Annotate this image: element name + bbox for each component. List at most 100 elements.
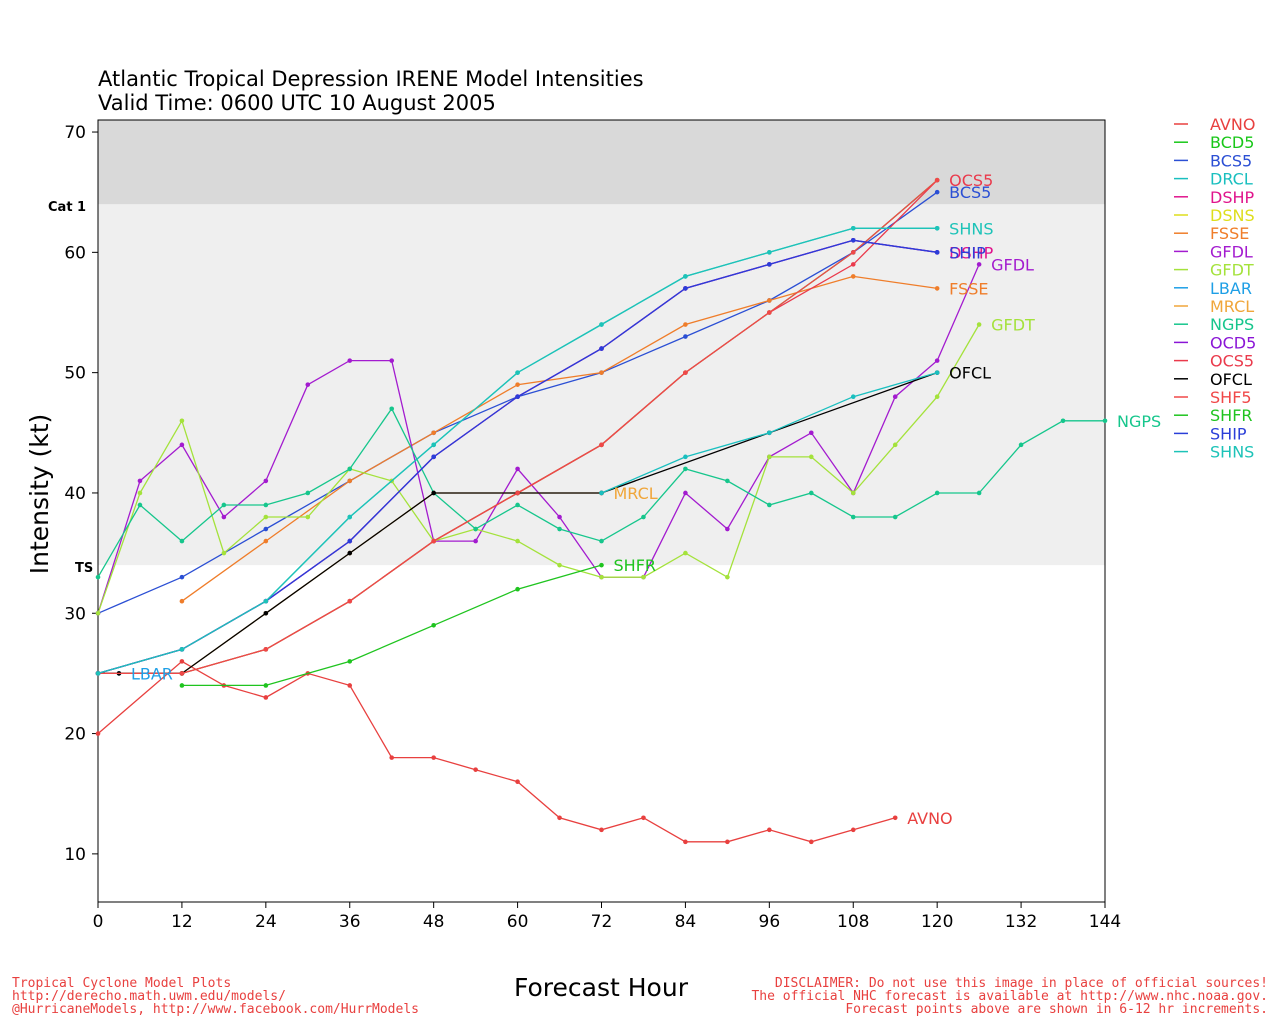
series-gfdt-point [641,574,646,580]
x-tick-label: 24 [255,912,277,932]
end-label-shns: SHNS [949,219,993,238]
series-shfr-point [263,683,269,688]
series-avno-point [515,779,520,784]
end-label-ship: SHIP [949,243,986,262]
y-tick-label: 60 [64,243,86,263]
series-gfdl-point [389,358,395,363]
series-gfdt-point [95,610,101,616]
series-shfr-point [431,622,436,628]
series-ngps-point [305,490,311,496]
series-gfdt-point [934,394,940,400]
series-fsse-point [683,322,688,327]
y-axis-label: Intensity (kt) [25,414,54,575]
series-gfdl-point [976,262,982,267]
series-ship-point [850,238,856,243]
series-ofcl-point [347,550,353,556]
series-ngps-point [347,466,353,472]
x-axis-label: Forecast Hour [514,973,689,1002]
series-shf5-point [347,598,353,604]
x-tick-label: 84 [675,912,697,932]
legend-label-dsns: DSNS [1210,206,1255,225]
legend-label-ofcl: OFCL [1210,370,1252,389]
series-gfdl-point [305,382,311,387]
end-label-ofcl: OFCL [949,364,991,383]
series-avno-point [347,683,353,688]
series-ngps-point [263,502,269,508]
series-ship-point [347,538,353,544]
legend: AVNOBCD5BCS5DRCLDSHPDSNSFSSEGFDLGFDTLBAR… [1174,115,1256,462]
series-shns-point [179,647,185,652]
series-ngps-point [1060,418,1066,424]
series-gfdl-point [347,358,353,363]
cat1-band-label: Cat 1 [48,200,86,215]
x-tick-label: 108 [837,912,869,932]
series-ngps-point [515,502,520,508]
series-ship-point [683,286,688,291]
series-drcl-segment-point [934,370,940,375]
series-avno-point [95,731,101,736]
x-tick-label: 0 [93,912,104,932]
series-shns-point [767,250,772,255]
series-drcl-segment-point [767,430,772,436]
series-shf5-point [431,538,436,544]
series-ngps-point [725,478,730,484]
series-shns-point [347,514,353,520]
series-fsse-point [934,286,940,291]
series-gfdl-point [137,478,143,484]
end-label-mrcl: MRCL [614,484,658,503]
series-avno-point [263,695,269,700]
series-fsse-point [263,538,269,544]
x-tick-label: 36 [339,912,361,932]
legend-label-ngps: NGPS [1210,315,1254,334]
y-tick-label: 50 [64,364,86,384]
series-shns-point [263,598,269,604]
series-gfdt-point [683,550,688,556]
series-ship-point [599,346,604,351]
series-avno-point [683,839,688,845]
series-ngps-point [976,490,982,496]
series-ngps-point [641,514,646,520]
series-shns-point [934,225,940,231]
legend-label-mrcl: MRCL [1210,297,1254,316]
series-shfr-point [347,659,353,664]
footer-right-line2: The official NHC forecast is available a… [751,989,1268,1004]
end-label-ocs5: OCS5 [949,171,993,190]
footer-right-line1: DISCLAIMER: Do not use this image in pla… [775,976,1268,991]
end-label-gfdl: GFDL [991,255,1034,274]
x-tick-label: 132 [1005,912,1037,932]
x-tick-label: 144 [1089,912,1121,932]
y-tick-label: 40 [64,484,86,504]
series-gfdl-point [557,514,562,520]
series-gfdl-point [892,394,898,400]
series-bcs5-point [179,574,185,580]
series-gfdt-point [137,490,143,496]
series-shf5-point [934,177,940,183]
chart-subtitle: Valid Time: 0600 UTC 10 August 2005 [98,91,496,115]
series-gfdl-point [683,490,688,496]
series-ngps-point [1018,442,1024,448]
legend-label-shns: SHNS [1210,443,1254,462]
series-ocs5-point [850,262,856,267]
series-shf5-point [179,671,185,676]
series-shns-point [431,442,436,448]
series-ofcl-point [263,610,269,616]
series-gfdt-point [808,454,814,460]
series-gfdt-point [976,322,982,327]
axes: 0 12 24 36 48 60 72 84 96 108 120 132 144 10 20 30 40 50 6… [64,123,1121,932]
series-ngps-point [892,514,898,520]
legend-label-avno: AVNO [1210,115,1255,134]
x-tick-label: 12 [171,912,193,932]
series-gfdt-point [725,574,730,580]
series-ship-point [515,394,520,400]
series-layer [95,177,1108,845]
legend-label-ship: SHIP [1210,424,1247,443]
series-avno-point [389,755,395,760]
series-shns-point [95,671,101,676]
series-shf5-point [767,310,772,315]
legend-label-fsse: FSSE [1210,224,1249,243]
legend-label-gfdl: GFDL [1210,242,1253,261]
series-bcs5-point [934,189,940,195]
end-label-avno: AVNO [907,809,952,828]
series-gfdt-point [305,514,311,520]
